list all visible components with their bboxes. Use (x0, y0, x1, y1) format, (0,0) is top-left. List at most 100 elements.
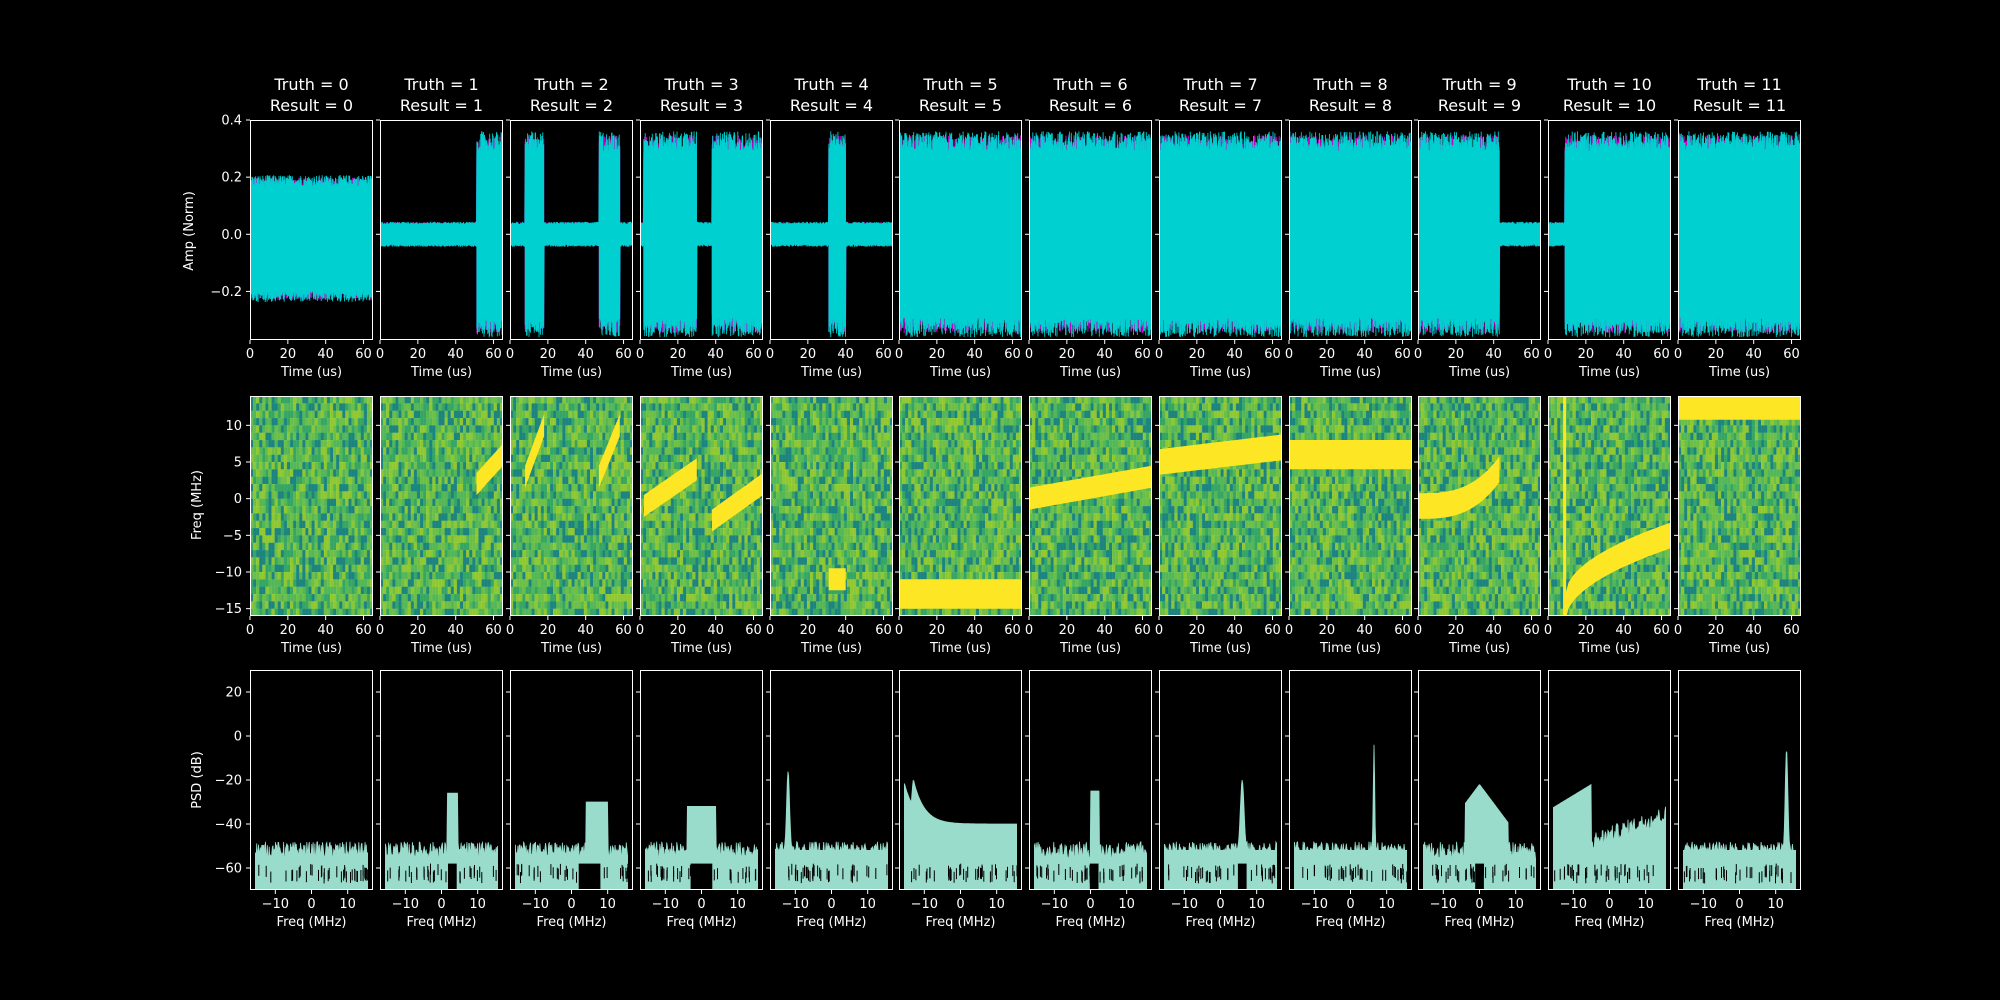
spec-cell (640, 564, 644, 573)
spec-cell (698, 469, 702, 477)
spec-cell (658, 542, 662, 551)
amp-series-I (640, 131, 763, 338)
spec-cell (519, 469, 523, 477)
spec-cell (475, 586, 479, 595)
spec-cell (404, 418, 409, 426)
spec-cell (459, 542, 464, 551)
spec-cell (534, 572, 539, 580)
spec-cell (655, 440, 659, 448)
spec-cell (274, 586, 279, 595)
spec-cell (614, 528, 618, 536)
spec-cell (596, 484, 600, 492)
spec-cell (360, 601, 365, 609)
spec-cell (537, 542, 542, 551)
spec-cell (611, 396, 615, 404)
spec-cell (429, 447, 433, 455)
spec-cell (577, 520, 582, 529)
spec-cell (528, 564, 532, 573)
spec-cell (369, 396, 373, 404)
spec-cell (565, 506, 569, 514)
spec-cell (401, 564, 405, 573)
spec-cell (441, 557, 445, 565)
spec-cell (689, 557, 693, 565)
spec-cell (513, 469, 517, 477)
spec-cell (360, 410, 365, 419)
spec-cell (676, 491, 681, 499)
spec-cell (441, 586, 445, 595)
spec-cell (320, 557, 325, 565)
spec-cell (456, 432, 461, 441)
spec-cell (707, 513, 712, 521)
spec-cell (531, 557, 535, 565)
plot-area-r2-c1 (380, 670, 503, 890)
spec-cell (571, 476, 575, 485)
spec-cell (296, 484, 300, 492)
spec-cell (695, 608, 699, 616)
spec-cell (369, 469, 373, 477)
spec-cell (302, 484, 306, 492)
spec-cell (456, 440, 461, 448)
spec-cell (463, 586, 467, 595)
spec-cell (692, 432, 696, 441)
spec-cell (386, 440, 390, 448)
spec-cell (447, 513, 452, 521)
spec-cell (293, 410, 297, 419)
spec-cell (496, 564, 501, 573)
spec-cell (626, 469, 631, 477)
spec-cell (438, 410, 442, 419)
spec-cell (646, 608, 650, 616)
spec-cell (713, 491, 718, 499)
spec-cell (274, 484, 279, 492)
spec-cell (296, 469, 300, 477)
spec-cell (280, 447, 285, 455)
psd-gap (565, 865, 567, 877)
spec-cell (466, 594, 470, 602)
spec-cell (658, 469, 662, 477)
spec-cell (676, 520, 681, 529)
spec-cell (596, 594, 600, 602)
spec-cell (401, 506, 405, 514)
spec-cell (540, 476, 545, 485)
spec-cell (475, 491, 479, 499)
spec-cell (540, 506, 545, 514)
spec-cell (586, 476, 591, 485)
spec-cell (556, 396, 560, 404)
spec-cell (698, 403, 702, 411)
spec-cell (525, 432, 529, 441)
spec-cell (314, 440, 319, 448)
spec-cell (710, 572, 715, 580)
spec-cell (599, 572, 603, 580)
spec-cell (366, 586, 371, 595)
spec-cell (283, 410, 288, 419)
spec-cell (698, 498, 702, 507)
spec-cell (290, 601, 294, 609)
spec-cell (389, 506, 393, 514)
spec-cell (499, 410, 503, 419)
spec-cell (596, 542, 600, 551)
spec-cell (680, 396, 684, 404)
spec-cell (537, 513, 542, 521)
spec-cell (395, 440, 399, 448)
spec-cell (720, 579, 724, 587)
spec-cell (534, 557, 539, 565)
spec-cell (366, 520, 371, 529)
spec-cell (513, 454, 517, 463)
spec-cell (553, 491, 557, 499)
spec-cell (553, 594, 557, 602)
spec-cell (608, 513, 612, 521)
spec-cell (484, 594, 489, 602)
spec-cell (369, 484, 373, 492)
spec-cell (528, 498, 532, 507)
spec-cell (602, 608, 606, 616)
xtick-label: 20 (410, 623, 427, 638)
spec-cell (661, 586, 665, 595)
spec-cell (540, 447, 545, 455)
spec-cell (360, 469, 365, 477)
spec-cell (571, 491, 575, 499)
spec-cell (389, 454, 393, 463)
spec-cell (590, 454, 594, 463)
spec-cell (360, 432, 365, 441)
spec-cell (611, 484, 615, 492)
spec-cell (345, 462, 349, 470)
